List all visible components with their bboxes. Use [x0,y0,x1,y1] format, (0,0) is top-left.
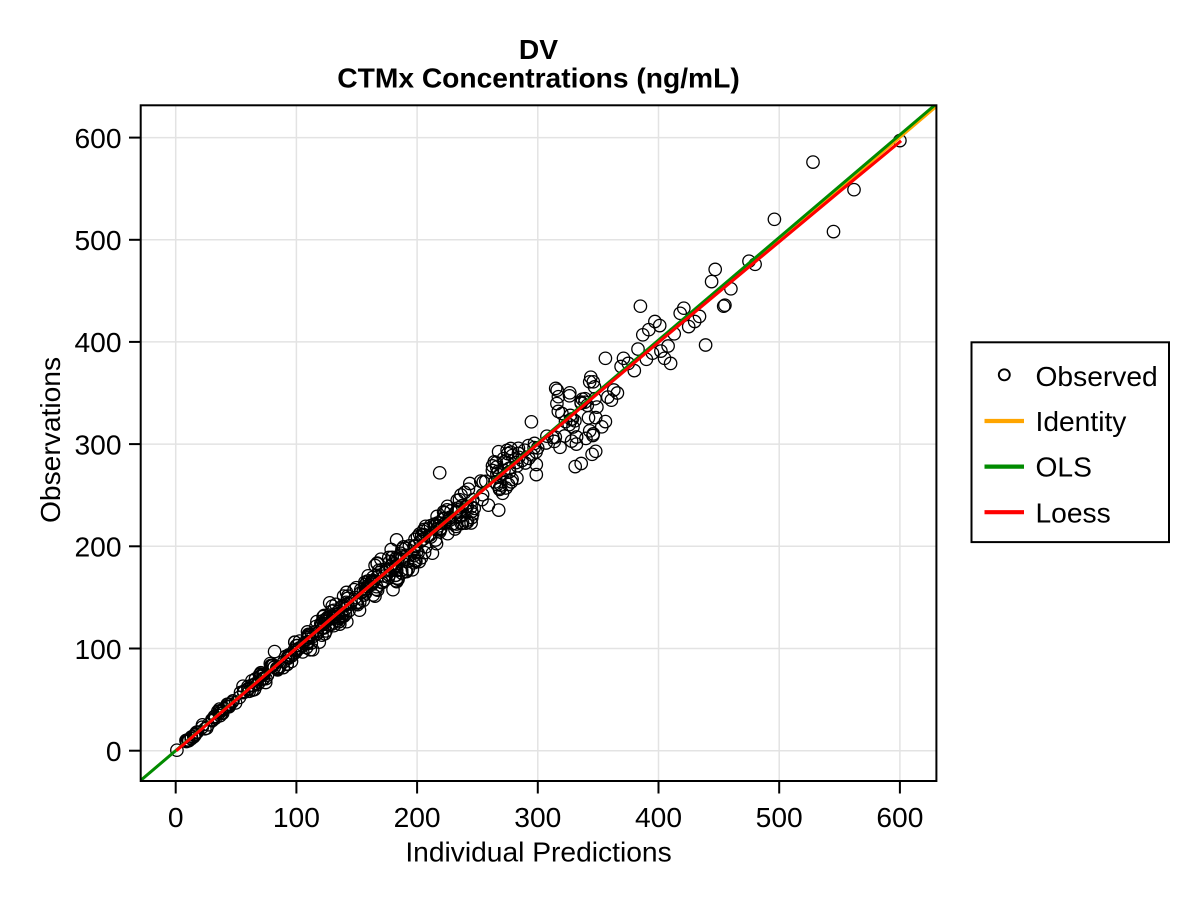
svg-text:Observations: Observations [34,357,66,523]
svg-text:DV: DV [519,33,558,65]
svg-text:0: 0 [106,735,122,767]
svg-text:400: 400 [74,326,121,358]
svg-text:200: 200 [74,531,121,563]
svg-text:Individual Predictions: Individual Predictions [405,836,671,868]
svg-text:200: 200 [394,801,441,833]
svg-text:0: 0 [168,801,184,833]
svg-text:Loess: Loess [1036,496,1111,528]
svg-text:CTMx Concentrations (ng/mL): CTMx Concentrations (ng/mL) [337,62,739,94]
svg-text:600: 600 [876,801,923,833]
svg-text:100: 100 [74,633,121,665]
svg-text:500: 500 [74,224,121,256]
svg-text:Identity: Identity [1036,405,1128,437]
svg-text:100: 100 [273,801,320,833]
svg-text:600: 600 [74,122,121,154]
svg-text:OLS: OLS [1036,451,1092,483]
svg-text:300: 300 [74,428,121,460]
svg-text:400: 400 [635,801,682,833]
svg-text:300: 300 [514,801,561,833]
svg-text:Observed: Observed [1036,360,1158,392]
svg-text:500: 500 [756,801,803,833]
